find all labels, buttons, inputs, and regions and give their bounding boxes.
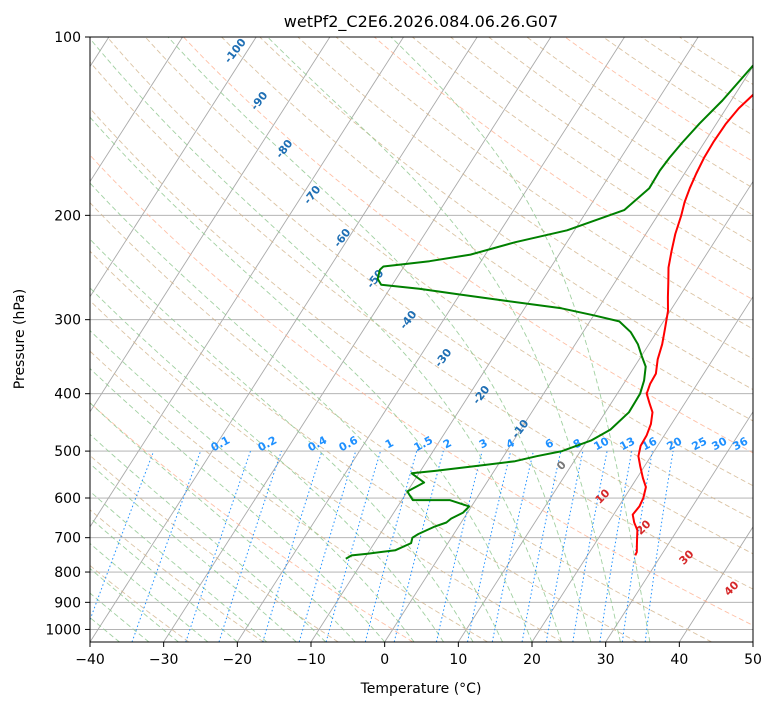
mixing-ratio-line bbox=[521, 450, 562, 642]
dry-adiabat bbox=[90, 250, 638, 642]
x-axis-ticks: −40 −30 −20 −10 0 10 20 30 40 50 bbox=[75, 642, 762, 668]
mixing-ratio-line bbox=[185, 450, 251, 642]
dry-adiabat bbox=[90, 202, 712, 642]
temperature-profile-line bbox=[631, 93, 753, 556]
y-tick-label: 600 bbox=[54, 491, 81, 507]
moist-adiabat bbox=[90, 37, 562, 642]
x-tick-label: 0 bbox=[380, 652, 389, 668]
dry-adiabat bbox=[297, 37, 753, 360]
dry-adiabat bbox=[106, 37, 753, 520]
y-tick-label: 400 bbox=[54, 387, 81, 403]
y-tick-label: 800 bbox=[54, 565, 81, 581]
moist-adiabat bbox=[90, 287, 444, 642]
mixing-ratio-line bbox=[364, 450, 418, 642]
dewpoint-profile-line bbox=[345, 64, 753, 560]
mixing-ratio-label: 10 bbox=[592, 434, 612, 453]
mixing-ratio-label: 25 bbox=[690, 435, 710, 454]
isotherm-line bbox=[236, 37, 625, 642]
y-tick-label: 500 bbox=[54, 444, 81, 460]
isotherm-line bbox=[384, 65, 753, 642]
dry-adiabat bbox=[90, 154, 753, 626]
dry-adiabat bbox=[90, 107, 753, 590]
dry-adiabat bbox=[90, 300, 563, 642]
dry-adiabat bbox=[90, 509, 264, 642]
moist-adiabat bbox=[90, 238, 474, 642]
isotherm-line bbox=[310, 37, 699, 642]
dry-adiabat bbox=[526, 37, 753, 189]
mixing-ratio-line bbox=[325, 450, 381, 642]
mixing-ratio-line bbox=[467, 450, 512, 642]
profile-series bbox=[345, 64, 753, 560]
dry-adiabat bbox=[374, 37, 753, 301]
moist-adiabat bbox=[90, 463, 297, 642]
mixing-ratio-line bbox=[599, 451, 633, 642]
dry-adiabat bbox=[183, 37, 753, 454]
mixing-ratio-line bbox=[572, 451, 608, 642]
x-tick-label: 50 bbox=[744, 652, 762, 668]
mixing-ratio-lines bbox=[90, 450, 674, 642]
mixing-ratio-line bbox=[298, 450, 357, 642]
x-tick-label: 20 bbox=[523, 652, 541, 668]
x-axis-title: Temperature (°C) bbox=[360, 681, 482, 697]
y-axis-title: Pressure (hPa) bbox=[12, 289, 28, 389]
moist-adiabat bbox=[90, 490, 268, 642]
x-tick-label: −10 bbox=[296, 652, 326, 668]
isotherm-line bbox=[90, 37, 331, 413]
dry-adiabat bbox=[564, 37, 753, 163]
y-tick-label: 900 bbox=[54, 595, 81, 611]
mixing-ratio-line bbox=[262, 450, 323, 642]
isotherm-line bbox=[531, 295, 753, 642]
x-tick-label: −20 bbox=[223, 652, 253, 668]
isotherm-line bbox=[90, 37, 257, 298]
chart-title: wetPf2_C2E6.2026.084.06.26.G07 bbox=[284, 12, 558, 32]
x-tick-label: 10 bbox=[449, 652, 467, 668]
isotherm-line bbox=[90, 37, 478, 642]
isotherm-line bbox=[163, 37, 552, 642]
plot-frame bbox=[89, 36, 754, 643]
isotherm-line bbox=[678, 526, 753, 642]
mixing-ratio-line bbox=[218, 450, 282, 642]
y-tick-label: 1000 bbox=[45, 622, 81, 638]
mixing-ratio-label: 20 bbox=[665, 434, 685, 453]
isotherm-line bbox=[90, 37, 404, 528]
dry-adiabat bbox=[335, 37, 753, 330]
mixing-ratio-line bbox=[393, 450, 444, 642]
y-tick-label: 700 bbox=[54, 531, 81, 547]
y-tick-label: 200 bbox=[54, 208, 81, 224]
mixing-ratio-label: 30 bbox=[710, 434, 730, 453]
isotherm-line bbox=[90, 37, 183, 183]
x-tick-label: −40 bbox=[75, 652, 105, 668]
moist-adiabat bbox=[90, 182, 503, 642]
plot-area: 0.1 0.2 0.4 0.6 1 1.5 2 3 4 6 8 10 13 16 20 25 30 36-100-… bbox=[90, 37, 753, 642]
x-tick-label: 40 bbox=[670, 652, 688, 668]
y-axis-ticks: 100 200 300 400 500 600 700 800 900 1000 bbox=[45, 30, 90, 638]
dry-adiabat bbox=[450, 37, 753, 244]
dry-adiabat bbox=[90, 61, 753, 555]
moist-adiabat bbox=[390, 37, 651, 642]
moist-adiabat bbox=[90, 116, 533, 642]
mixing-ratio-label: 36 bbox=[731, 434, 751, 453]
x-tick-label: 30 bbox=[597, 652, 615, 668]
y-tick-label: 300 bbox=[54, 313, 81, 329]
mixing-ratio-line bbox=[131, 450, 202, 642]
moist-adiabat bbox=[167, 37, 592, 642]
y-tick-label: 100 bbox=[54, 30, 81, 46]
moist-adiabats bbox=[90, 37, 651, 642]
mixing-ratio-line bbox=[435, 450, 483, 642]
isotherm-line bbox=[605, 410, 753, 642]
moist-adiabat bbox=[90, 402, 356, 642]
mixing-ratio-line bbox=[491, 450, 534, 642]
mixing-ratio-line bbox=[545, 450, 584, 642]
mixing-ratio-line bbox=[644, 451, 674, 642]
x-tick-label: −30 bbox=[149, 652, 179, 668]
dry-adiabat bbox=[144, 37, 753, 487]
pressure-gridlines bbox=[90, 37, 753, 630]
mixing-ratio-label: 13 bbox=[618, 435, 638, 454]
